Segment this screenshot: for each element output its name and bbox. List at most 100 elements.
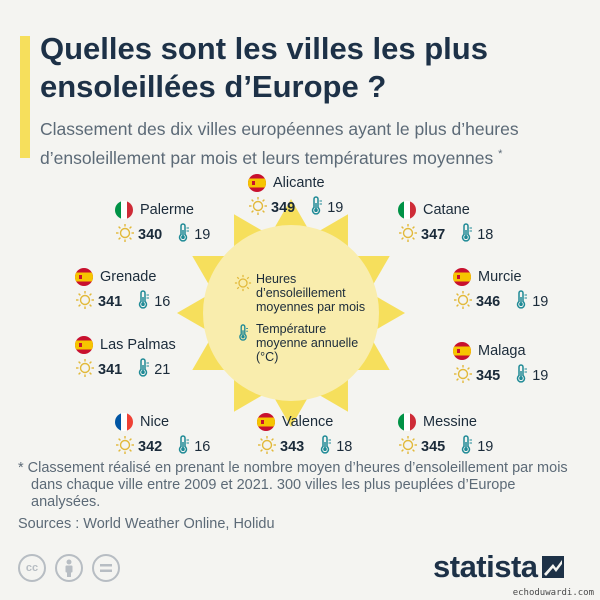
sun-icon — [257, 435, 277, 460]
city-entry: Alicante 349 19 — [248, 173, 398, 219]
city-header: Alicante — [248, 173, 398, 193]
thermometer-icon — [459, 434, 475, 460]
city-name: Palerme — [140, 202, 194, 218]
thermometer-icon — [239, 324, 248, 341]
legend: Heures d’ensoleillement moyennes par moi… — [234, 272, 378, 364]
sun-ray — [177, 295, 207, 331]
sun-hours: 346 — [453, 290, 500, 315]
temperature-value: 19 — [327, 200, 344, 216]
spain-flag-icon — [75, 268, 93, 286]
spain-flag-icon — [248, 174, 266, 192]
city-stats: 347 18 — [398, 222, 548, 248]
sun-icon — [398, 435, 418, 460]
city-entry: Nice 342 16 — [115, 412, 265, 458]
sun-hours-value: 346 — [476, 294, 501, 310]
city-stats: 341 16 — [75, 289, 225, 314]
city-header: Murcie — [453, 267, 600, 287]
city-name: Grenade — [100, 269, 157, 285]
sun-icon — [248, 196, 268, 221]
city-name: Valence — [282, 414, 334, 430]
city-header: Catane — [398, 200, 548, 220]
city-name: Messine — [423, 414, 477, 430]
city-name: Malaga — [478, 343, 526, 359]
city-entry: Murcie 346 19 — [453, 267, 600, 313]
person-icon[interactable] — [55, 554, 83, 582]
sun-hours-value: 341 — [98, 294, 123, 310]
sun-ray — [192, 256, 227, 286]
city-stats: 346 19 — [453, 289, 600, 315]
temperature-value: 18 — [336, 439, 353, 455]
city-stats: 342 16 — [115, 434, 265, 460]
sun-graphic — [177, 199, 405, 427]
equals-icon[interactable] — [92, 554, 120, 582]
temperature-value: 19 — [194, 227, 211, 243]
italy-flag-icon — [398, 413, 416, 431]
sun-hours: 341 — [75, 358, 122, 383]
city-stats: 345 19 — [453, 363, 600, 388]
sun-icon — [234, 274, 252, 292]
city-entry: Palerme 340 19 — [115, 200, 265, 246]
city-header: Grenade — [75, 267, 225, 287]
sun-icon — [115, 435, 135, 460]
page-subtitle: Classement des dix villes européennes ay… — [40, 117, 590, 171]
sun-ray — [234, 377, 264, 412]
city-entry: Malaga 345 19 — [453, 341, 600, 387]
sun-hours-value: 343 — [280, 439, 305, 455]
legend-sun-label: Heures d’ensoleillement moyennes par moi… — [256, 272, 366, 314]
legend-temp: Température moyenne annuelle (°C) — [238, 322, 378, 364]
statista-logo[interactable]: statista — [433, 548, 583, 586]
sun-ray — [375, 295, 405, 331]
sun-ray — [273, 199, 309, 229]
legend-temp-label: Température moyenne annuelle (°C) — [256, 322, 359, 364]
france-flag-icon — [115, 413, 133, 431]
city-header: Malaga — [453, 341, 600, 361]
page-title: Quelles sont les villes les plus ensolei… — [40, 31, 488, 104]
temperature-value: 19 — [532, 368, 549, 384]
thermometer-icon — [176, 434, 192, 460]
city-name: Nice — [140, 414, 170, 430]
sun-hours: 349 — [248, 196, 295, 221]
footnote: * Classement réalisé en prenant le nombr… — [18, 460, 568, 510]
city-stats: 345 19 — [398, 434, 548, 460]
sun-ray — [355, 256, 390, 286]
city-entry: Grenade 341 16 — [75, 267, 225, 313]
cc-icon[interactable]: cc — [18, 554, 46, 582]
temperature: 19 — [176, 222, 211, 248]
spain-flag-icon — [453, 342, 471, 360]
thermometer-icon — [459, 222, 475, 248]
sun-ray — [318, 214, 348, 249]
sun-hours-value: 349 — [271, 200, 296, 216]
logo-mark-icon — [541, 556, 564, 578]
sun-ray — [192, 340, 227, 370]
city-header: Nice — [115, 412, 265, 432]
city-entry: Catane 347 18 — [398, 200, 548, 246]
sun-hours-value: 345 — [421, 439, 446, 455]
sun-hours: 343 — [257, 435, 304, 460]
city-entry: Messine 345 19 — [398, 412, 548, 458]
temperature: 19 — [514, 289, 549, 315]
city-stats: 341 21 — [75, 357, 225, 383]
spain-flag-icon — [75, 336, 93, 354]
sun-disc — [203, 225, 379, 401]
city-entry: Valence 343 18 — [257, 412, 407, 458]
sun-hours-value: 345 — [476, 368, 501, 384]
city-header: Valence — [257, 412, 407, 432]
city-stats: 343 18 — [257, 434, 407, 460]
temperature: 19 — [459, 434, 493, 460]
city-stats: 340 19 — [115, 222, 265, 248]
temperature: 21 — [136, 357, 170, 383]
sun-ray — [273, 397, 309, 427]
temperature: 18 — [318, 434, 353, 460]
sun-hours-value: 340 — [138, 227, 163, 243]
sources: Sources : World Weather Online, Holidu — [18, 516, 275, 532]
temperature-value: 19 — [532, 294, 549, 310]
temperature-value: 16 — [154, 294, 171, 310]
sun-hours-value: 341 — [98, 362, 123, 378]
thermometer-icon — [514, 289, 530, 315]
sun-hours-value: 347 — [421, 227, 446, 243]
city-header: Messine — [398, 412, 548, 432]
temperature-value: 18 — [477, 227, 494, 243]
sun-ray — [234, 214, 264, 249]
temperature-value: 16 — [194, 439, 211, 455]
thermometer-icon — [176, 222, 192, 248]
